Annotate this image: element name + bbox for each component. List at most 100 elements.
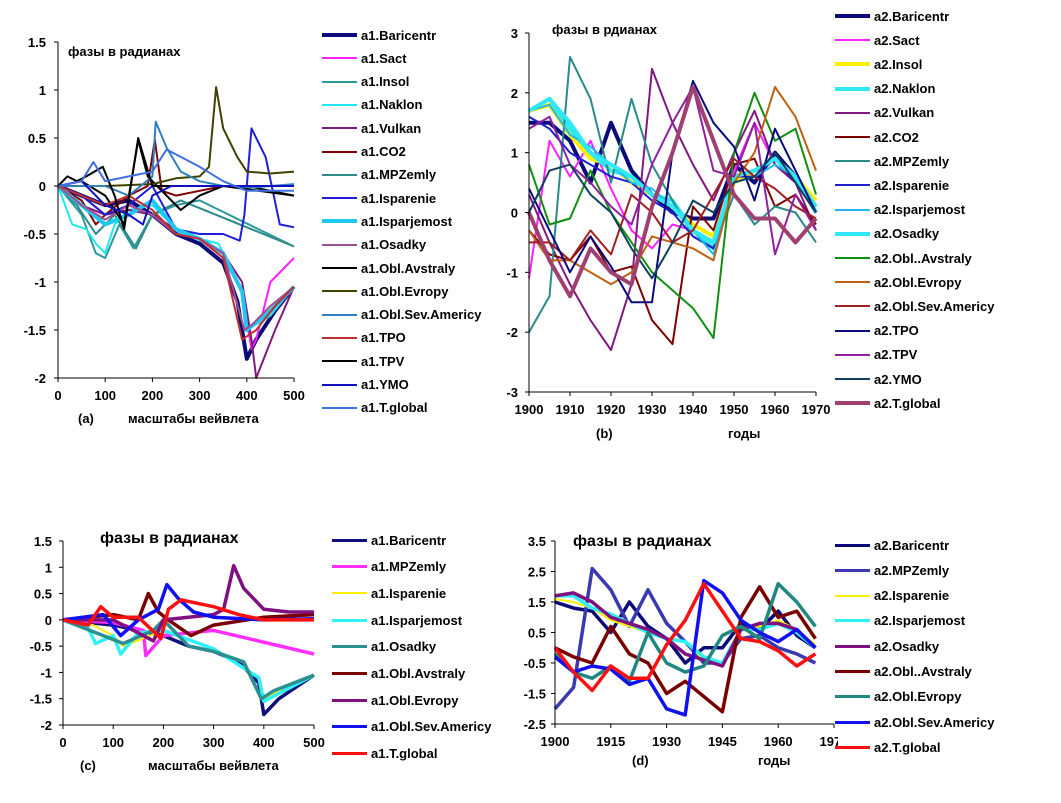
y-tick-label: -1.5 <box>524 687 546 702</box>
legend-item: a1.Baricentr <box>332 532 446 548</box>
legend-item: a1.TPO <box>322 330 406 346</box>
legend-label: a1.MPZemly <box>371 559 447 575</box>
series-line <box>57 127 295 242</box>
x-tick-label: 500 <box>283 388 305 403</box>
legend-swatch <box>322 290 357 293</box>
legend-swatch <box>835 543 870 547</box>
x-tick-label: 1970 <box>802 402 831 417</box>
x-tick-label: 1900 <box>515 402 544 417</box>
legend-swatch <box>835 86 870 91</box>
legend-swatch <box>322 197 357 200</box>
x-tick-label: 1920 <box>597 402 626 417</box>
series-line <box>527 96 818 245</box>
chart-title: фазы в радианах <box>68 44 181 59</box>
legend-swatch <box>332 538 367 542</box>
legend-swatch <box>322 360 357 363</box>
chart-b: 3 2 1 0 -1 -2 -3 1900 1910 1920 1930 1940 1950 1960 19… <box>506 26 830 417</box>
legend-label: a1.Osadky <box>371 639 437 655</box>
series-line <box>57 185 295 331</box>
y-tick-label: -1 <box>40 665 52 680</box>
x-tick-label: 1975 <box>820 734 849 749</box>
x-axis-label: масштабы вейвлета <box>148 758 279 773</box>
y-tick-label: 3.5 <box>528 534 546 549</box>
legend-label: a1.Obl.Avstraly <box>361 260 456 276</box>
legend-item: a2.MPZemly <box>835 153 949 169</box>
y-tick-label: 0.5 <box>28 131 46 146</box>
legend-item: a2.Sact <box>835 32 920 48</box>
legend-swatch <box>835 39 870 42</box>
legend-swatch <box>835 720 870 724</box>
legend-label: a1.Insol <box>361 74 410 90</box>
legend-item: a1.YMO <box>322 377 409 393</box>
legend-item: a2.Obl.Evropy <box>835 274 961 290</box>
legend-label: a2.Isparjemost <box>874 613 966 629</box>
x-tick-label: 1960 <box>764 734 793 749</box>
legend-item: a1.T.global <box>332 746 437 762</box>
x-tick-label: 400 <box>236 388 258 403</box>
legend-item: a1.T.global <box>322 400 427 416</box>
legend-item: a2.Isparjemost <box>835 202 965 218</box>
x-axis-label: годы <box>758 753 791 768</box>
legend-label: a2.TPV <box>874 347 918 363</box>
legend-swatch <box>332 645 367 649</box>
chart-title: фазы в рдианах <box>552 22 657 37</box>
legend-label: a2.MPZemly <box>874 153 950 169</box>
legend-label: a2.Vulkan <box>874 105 935 121</box>
legend-swatch <box>322 243 357 246</box>
legend-item: a2.T.global <box>835 395 940 411</box>
legend-item: a2.CO2 <box>835 129 919 145</box>
legend-item: a2.T.global <box>835 739 940 755</box>
y-tick-label: -1.5 <box>30 692 52 707</box>
legend-swatch <box>835 257 870 259</box>
y-tick-label: -1 <box>34 275 46 290</box>
legend-item: a2.Isparjemost <box>835 613 965 629</box>
legend-swatch <box>835 208 870 211</box>
legend-label: a1.YMO <box>361 377 409 392</box>
x-tick-label: 0 <box>59 735 66 750</box>
legend-swatch <box>322 57 357 60</box>
y-tick-label: 0 <box>511 206 518 221</box>
legend-item: a1.Obl.Sev.Americy <box>332 719 491 735</box>
series-line <box>553 581 817 693</box>
legend-label: a2.Obl.Evropy <box>874 689 962 705</box>
series-line <box>553 581 817 684</box>
legend-label: a1.Isparenie <box>371 585 447 601</box>
legend-label: a1.Baricentr <box>361 27 437 43</box>
series-line <box>553 578 817 717</box>
series-line <box>57 148 294 192</box>
legend-item: a1.Osadky <box>332 639 436 655</box>
legend-label: a1.Obl.Sev.Americy <box>371 719 492 735</box>
legend-item: a1.Isparjemost <box>322 213 452 229</box>
series-line <box>528 157 817 346</box>
chart-a: 1.5 1 0.5 0 -0.5 -1 -1.5 -2 0 100 200 300 400 500 <box>24 35 305 403</box>
series-line <box>57 180 294 226</box>
legend-label: a1.Naklon <box>361 97 423 113</box>
chart-d: 3.5 2.5 1.5 0.5 -0.5 -1.5 -2.5 1900 1915 1930 1945… <box>524 534 849 749</box>
x-tick-label: 1900 <box>541 734 570 749</box>
legend-label: a1.Obl.Evropy <box>361 283 449 299</box>
legend-item: a2.Isparenie <box>835 177 949 193</box>
y-tick-label: 0 <box>45 613 52 628</box>
legend-swatch <box>322 267 357 269</box>
x-tick-label: 1930 <box>638 402 667 417</box>
legend-swatch <box>332 752 367 756</box>
legend-item: a1.MPZemly <box>332 559 446 575</box>
legend-item: a1.Sact <box>322 50 407 66</box>
series-line <box>555 594 817 665</box>
legend-label: a2.Isparjemost <box>874 202 966 218</box>
legend-swatch <box>332 565 367 569</box>
legend-item: a2.Obl.Evropy <box>835 689 961 705</box>
legend-label: a2.Obl.Sev.Americy <box>874 298 995 314</box>
legend-item: a1.MPZemly <box>322 167 436 183</box>
y-tick-label: -0.5 <box>524 656 546 671</box>
x-tick-label: 500 <box>303 735 325 750</box>
x-tick-label: 300 <box>203 735 225 750</box>
series-line <box>528 79 817 304</box>
legend-item: a1.Baricentr <box>322 27 436 43</box>
legend-label: a2.MPZemly <box>874 562 950 578</box>
legend-swatch <box>332 592 367 595</box>
y-tick-label: 2 <box>511 86 518 101</box>
series-line <box>56 184 296 332</box>
chart-title: фазы в радианах <box>100 530 239 547</box>
legend-item: a2.Insol <box>835 56 922 72</box>
